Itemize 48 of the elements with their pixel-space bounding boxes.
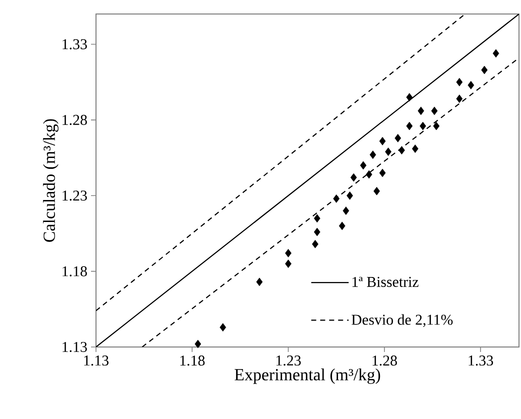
point [379, 136, 386, 146]
point [342, 206, 350, 215]
point [431, 106, 438, 116]
point [256, 278, 263, 286]
point [285, 248, 292, 258]
y-tick-label: 1.28 [62, 114, 87, 126]
point [418, 106, 424, 116]
point [350, 173, 357, 182]
point [312, 240, 318, 248]
point [406, 93, 413, 102]
point [481, 66, 488, 74]
point [385, 148, 392, 156]
point [194, 340, 202, 348]
point [456, 78, 463, 86]
y-tick-label: 1.18 [62, 266, 87, 276]
point [338, 222, 346, 230]
point [420, 122, 426, 130]
x-tick-label: 1.23 [276, 356, 301, 366]
x-tick-label: 1.28 [372, 356, 397, 366]
point [406, 122, 413, 130]
point [379, 168, 386, 178]
point [433, 122, 440, 130]
y-tick-label: 1.33 [62, 39, 87, 50]
point [314, 214, 320, 223]
x-tick-label: 1.13 [84, 356, 108, 366]
point [374, 186, 380, 196]
point [468, 80, 474, 90]
point [492, 49, 500, 58]
legend-label: Desvio de 2,11% [352, 314, 453, 327]
point [333, 194, 340, 203]
point [394, 134, 402, 142]
point [398, 146, 405, 154]
point [346, 191, 353, 200]
point [366, 170, 372, 179]
point [360, 161, 366, 170]
point [220, 323, 226, 332]
x-tick-label: 1.18 [180, 356, 205, 366]
point [285, 260, 292, 268]
y-tick-label: 1.13 [62, 342, 87, 352]
point [456, 94, 463, 103]
point [412, 144, 418, 153]
x-axis-title: Experimental (m³/kg) [234, 368, 380, 384]
point [370, 150, 376, 159]
y-tick-label: 1.23 [62, 190, 87, 201]
x-tick-label: 1.33 [468, 356, 494, 366]
point [314, 228, 320, 236]
y-axis-title: Calculado (m³/kg) [43, 119, 58, 242]
legend-label: 1ª Bissetriz [352, 276, 418, 287]
